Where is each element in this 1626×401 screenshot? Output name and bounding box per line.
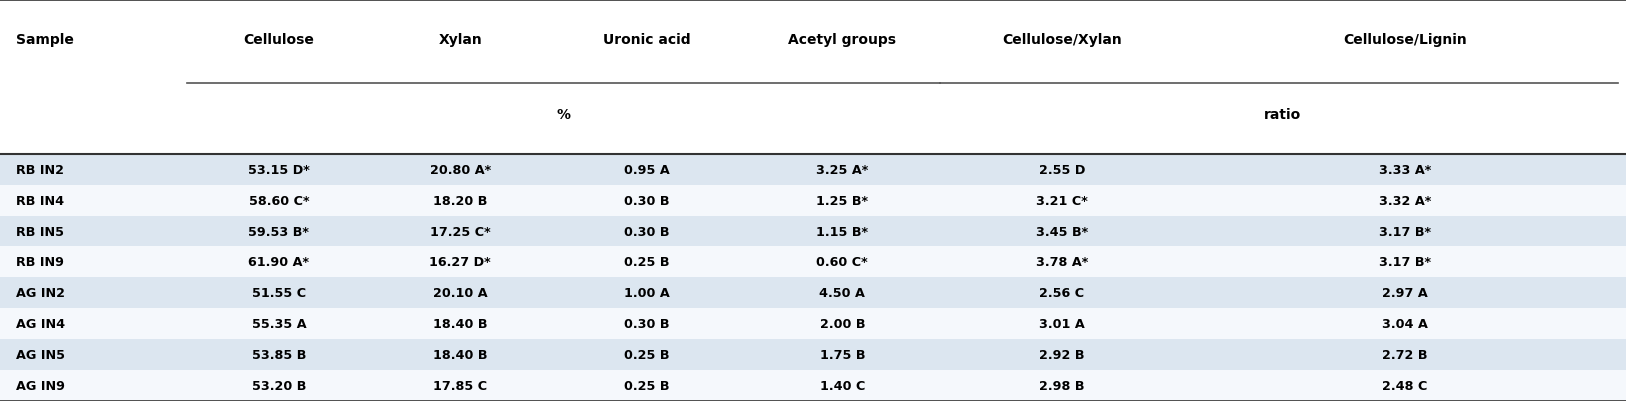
Text: 1.75 B: 1.75 B bbox=[820, 348, 865, 361]
Text: RB IN2: RB IN2 bbox=[16, 163, 65, 176]
Text: 55.35 A: 55.35 A bbox=[252, 318, 306, 330]
Text: 1.40 C: 1.40 C bbox=[820, 379, 865, 392]
Text: 3.32 A*: 3.32 A* bbox=[1379, 194, 1431, 207]
FancyBboxPatch shape bbox=[0, 185, 1626, 216]
Text: 2.56 C: 2.56 C bbox=[1039, 287, 1085, 300]
Text: RB IN9: RB IN9 bbox=[16, 256, 65, 269]
Text: ratio: ratio bbox=[1265, 107, 1301, 121]
Text: 0.30 B: 0.30 B bbox=[624, 318, 670, 330]
Text: 3.17 B*: 3.17 B* bbox=[1379, 256, 1431, 269]
FancyBboxPatch shape bbox=[0, 154, 1626, 185]
Text: AG IN9: AG IN9 bbox=[16, 379, 65, 392]
Text: 3.17 B*: 3.17 B* bbox=[1379, 225, 1431, 238]
Text: 0.60 C*: 0.60 C* bbox=[816, 256, 868, 269]
Text: 18.40 B: 18.40 B bbox=[433, 318, 488, 330]
Text: Xylan: Xylan bbox=[439, 33, 481, 47]
Text: Acetyl groups: Acetyl groups bbox=[789, 33, 896, 47]
Text: 2.98 B: 2.98 B bbox=[1039, 379, 1085, 392]
Text: 3.78 A*: 3.78 A* bbox=[1036, 256, 1088, 269]
Text: 53.85 B: 53.85 B bbox=[252, 348, 306, 361]
Text: RB IN4: RB IN4 bbox=[16, 194, 65, 207]
Text: AG IN2: AG IN2 bbox=[16, 287, 65, 300]
Text: 2.92 B: 2.92 B bbox=[1039, 348, 1085, 361]
Text: Cellulose/Lignin: Cellulose/Lignin bbox=[1343, 33, 1467, 47]
Text: 17.25 C*: 17.25 C* bbox=[429, 225, 491, 238]
Text: 1.00 A: 1.00 A bbox=[624, 287, 670, 300]
Text: 0.30 B: 0.30 B bbox=[624, 194, 670, 207]
Text: 58.60 C*: 58.60 C* bbox=[249, 194, 309, 207]
Text: 1.15 B*: 1.15 B* bbox=[816, 225, 868, 238]
Text: Cellulose/Xylan: Cellulose/Xylan bbox=[1002, 33, 1122, 47]
Text: 53.15 D*: 53.15 D* bbox=[249, 163, 309, 176]
Text: 4.50 A: 4.50 A bbox=[820, 287, 865, 300]
FancyBboxPatch shape bbox=[0, 247, 1626, 277]
Text: 61.90 A*: 61.90 A* bbox=[249, 256, 309, 269]
Text: 16.27 D*: 16.27 D* bbox=[429, 256, 491, 269]
Text: %: % bbox=[556, 107, 571, 121]
Text: 53.20 B: 53.20 B bbox=[252, 379, 306, 392]
Text: 0.25 B: 0.25 B bbox=[624, 256, 670, 269]
FancyBboxPatch shape bbox=[0, 308, 1626, 339]
FancyBboxPatch shape bbox=[0, 339, 1626, 370]
Text: 3.45 B*: 3.45 B* bbox=[1036, 225, 1088, 238]
Text: RB IN5: RB IN5 bbox=[16, 225, 65, 238]
Text: 18.20 B: 18.20 B bbox=[433, 194, 488, 207]
Text: 3.33 A*: 3.33 A* bbox=[1379, 163, 1431, 176]
Text: 2.72 B: 2.72 B bbox=[1382, 348, 1428, 361]
Text: AG IN4: AG IN4 bbox=[16, 318, 65, 330]
Text: 1.25 B*: 1.25 B* bbox=[816, 194, 868, 207]
Text: 3.25 A*: 3.25 A* bbox=[816, 163, 868, 176]
Text: 2.97 A: 2.97 A bbox=[1382, 287, 1428, 300]
Text: 20.10 A: 20.10 A bbox=[433, 287, 488, 300]
Text: 2.48 C: 2.48 C bbox=[1382, 379, 1428, 392]
Text: 2.00 B: 2.00 B bbox=[820, 318, 865, 330]
Text: 20.80 A*: 20.80 A* bbox=[429, 163, 491, 176]
Text: 0.25 B: 0.25 B bbox=[624, 348, 670, 361]
Text: 59.53 B*: 59.53 B* bbox=[249, 225, 309, 238]
Text: Sample: Sample bbox=[16, 33, 75, 47]
Text: 3.21 C*: 3.21 C* bbox=[1036, 194, 1088, 207]
Text: 0.30 B: 0.30 B bbox=[624, 225, 670, 238]
FancyBboxPatch shape bbox=[0, 277, 1626, 308]
Text: 17.85 C: 17.85 C bbox=[433, 379, 488, 392]
Text: 18.40 B: 18.40 B bbox=[433, 348, 488, 361]
Text: 3.04 A: 3.04 A bbox=[1382, 318, 1428, 330]
Text: 2.55 D: 2.55 D bbox=[1039, 163, 1085, 176]
Text: 0.25 B: 0.25 B bbox=[624, 379, 670, 392]
Text: AG IN5: AG IN5 bbox=[16, 348, 65, 361]
Text: 3.01 A: 3.01 A bbox=[1039, 318, 1085, 330]
Text: 51.55 C: 51.55 C bbox=[252, 287, 306, 300]
Text: Cellulose: Cellulose bbox=[244, 33, 314, 47]
FancyBboxPatch shape bbox=[0, 216, 1626, 247]
FancyBboxPatch shape bbox=[0, 370, 1626, 401]
Text: Uronic acid: Uronic acid bbox=[603, 33, 691, 47]
Text: 0.95 A: 0.95 A bbox=[624, 163, 670, 176]
